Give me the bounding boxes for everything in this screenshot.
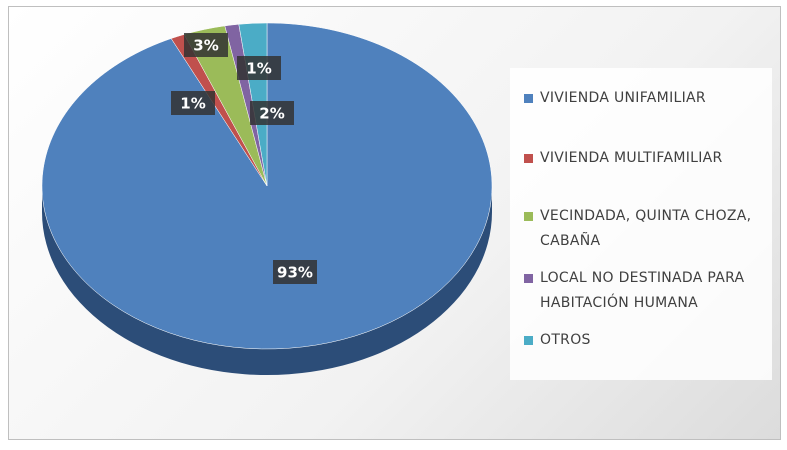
legend-swatch <box>524 154 533 163</box>
data-label: 2% <box>250 101 294 125</box>
legend-item: VECINDADA, QUINTA CHOZA, CABAÑA <box>524 204 764 254</box>
data-label-text: 1% <box>180 95 205 113</box>
legend-label: OTROS <box>540 332 591 348</box>
data-label: 1% <box>237 56 281 80</box>
legend-label: VIVIENDA UNIFAMILIAR <box>540 90 706 106</box>
data-label-box <box>171 91 215 115</box>
data-label: 93% <box>273 260 317 284</box>
legend-swatch <box>524 94 533 103</box>
legend-label: LOCAL NO DESTINADA PARA HABITACIÓN HUMAN… <box>540 270 745 311</box>
legend-swatch <box>524 336 533 345</box>
data-label-box <box>250 101 294 125</box>
data-label: 1% <box>171 91 215 115</box>
legend-item: VIVIENDA MULTIFAMILIAR <box>524 146 764 171</box>
legend-item: LOCAL NO DESTINADA PARA HABITACIÓN HUMAN… <box>524 266 764 316</box>
pie-side <box>42 186 492 375</box>
data-label-box <box>273 260 317 284</box>
data-label-text: 2% <box>259 105 284 123</box>
data-label-box <box>237 56 281 80</box>
legend-label: VIVIENDA MULTIFAMILIAR <box>540 150 723 166</box>
legend-swatch <box>524 274 533 283</box>
legend: VIVIENDA UNIFAMILIAR VIVIENDA MULTIFAMILI… <box>510 68 772 380</box>
legend-item: OTROS <box>524 328 764 353</box>
data-label-text: 1% <box>246 60 271 78</box>
legend-label: VECINDADA, QUINTA CHOZA, CABAÑA <box>540 208 752 249</box>
legend-swatch <box>524 212 533 221</box>
data-label-text: 3% <box>193 37 218 55</box>
legend-item: VIVIENDA UNIFAMILIAR <box>524 86 764 111</box>
data-label-text: 93% <box>277 264 313 282</box>
data-label: 3% <box>184 33 228 57</box>
data-label-box <box>184 33 228 57</box>
